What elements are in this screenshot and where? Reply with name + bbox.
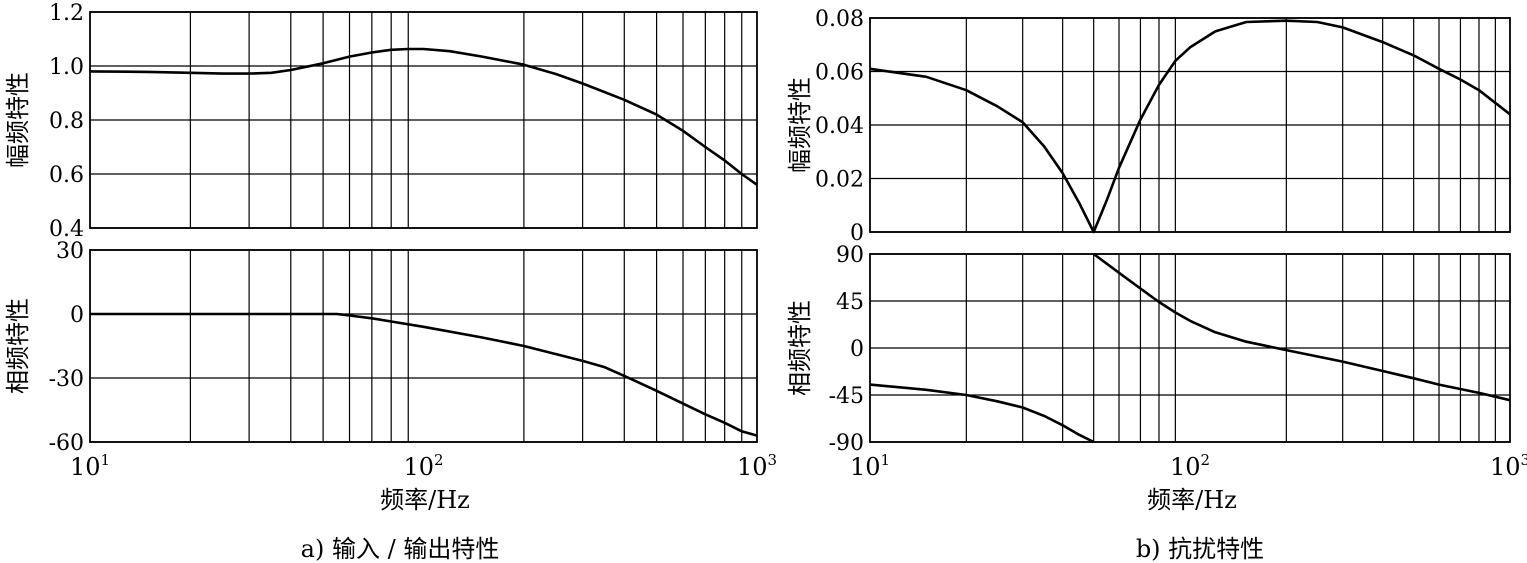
y-tick-label: 0 (850, 221, 864, 246)
y-tick-label: 0.4 (49, 217, 84, 242)
series-line (89, 47, 758, 186)
plot-frame (89, 11, 758, 229)
series-line (1092, 252, 1511, 402)
panel-b-disturbance: 0 0.02 0.04 0.06 0.08 幅频特性 -90 -45 0 45 90 相频特性 10… (786, 7, 1527, 563)
y-tick-label: -45 (829, 384, 864, 409)
y-tick-label: 90 (836, 243, 864, 268)
panel-a-xlabel: 频率/Hz (380, 486, 470, 514)
y-tick-label: 0.08 (815, 7, 864, 32)
y-tick-label: 1.2 (49, 1, 84, 26)
panel-b-xlabel: 频率/Hz (1147, 486, 1237, 514)
y-tick-label: 0.8 (49, 109, 84, 134)
y-tick-label: 45 (836, 290, 864, 315)
y-tick-label: 0.06 (815, 61, 864, 86)
plot-frame (869, 17, 1511, 233)
x-tick-label: 102 (403, 451, 443, 481)
y-axis-label: 幅频特性 (4, 72, 32, 168)
y-tick-label: 30 (56, 239, 84, 264)
y-tick-label: 0 (850, 337, 864, 362)
y-tick-label: -90 (829, 431, 864, 456)
series-line (869, 19, 1511, 234)
y-axis-label: 幅频特性 (786, 77, 814, 173)
panel-b-phase-plot: -90 -45 0 45 90 相频特性 (786, 243, 1511, 456)
x-tick-label: 101 (70, 451, 110, 481)
series-line (90, 312, 758, 437)
panel-a-phase-plot: -60 -30 0 30 相频特性 (4, 239, 758, 456)
y-tick-label: 0.02 (815, 168, 864, 193)
x-tick-label: 101 (850, 451, 890, 481)
panel-a-x-ticks: 101 102 103 (70, 451, 777, 481)
y-tick-label: 0 (70, 303, 84, 328)
y-axis-label: 相频特性 (4, 298, 32, 394)
panel-b-x-ticks: 101 102 103 (850, 451, 1527, 481)
y-tick-label: 0.6 (49, 163, 84, 188)
y-tick-label: -60 (49, 431, 84, 456)
x-tick-label: 102 (1170, 451, 1210, 481)
panel-a-magnitude-plot: 0.4 0.6 0.8 1.0 1.2 幅频特性 (4, 1, 758, 242)
y-axis-label: 相频特性 (786, 300, 814, 396)
y-tick-label: 1.0 (49, 55, 84, 80)
panel-b-magnitude-plot: 0 0.02 0.04 0.06 0.08 幅频特性 (786, 7, 1511, 246)
plot-frame (869, 253, 1511, 443)
x-tick-label: 103 (1490, 451, 1527, 481)
series-line (869, 383, 1095, 444)
panel-a-caption: a) 输入 / 输出特性 (301, 535, 500, 563)
y-tick-label: -30 (49, 367, 84, 392)
panel-b-caption: b) 抗扰特性 (1136, 535, 1264, 563)
panel-a-bode-io: 0.4 0.6 0.8 1.0 1.2 幅频特性 -60 -30 0 30 相频特性 101 102… (4, 1, 777, 563)
plot-frame (89, 249, 758, 443)
x-tick-label: 103 (737, 451, 777, 481)
y-tick-label: 0.04 (815, 114, 864, 139)
